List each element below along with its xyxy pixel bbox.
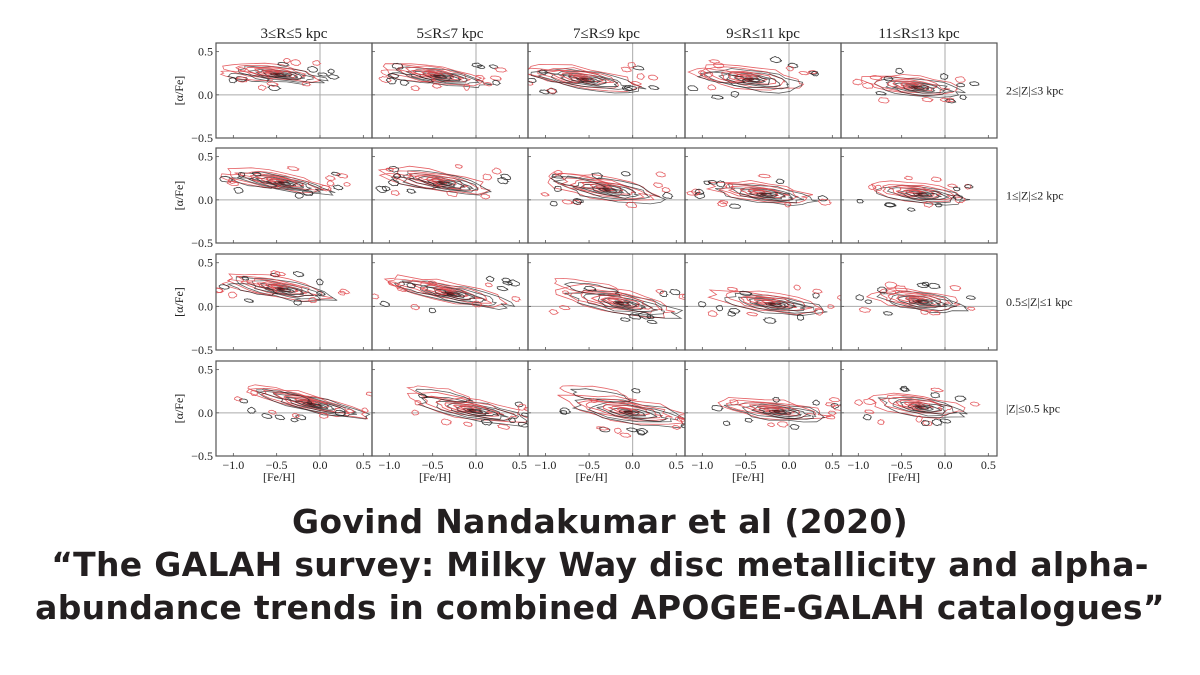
- caption: Govind Nandakumar et al (2020) “The GALA…: [0, 500, 1200, 629]
- y-tick-label: 0.5: [198, 256, 213, 270]
- panel: [527, 253, 686, 351]
- y-tick-label: −0.5: [191, 131, 213, 145]
- x-tick-label: 0.5: [981, 458, 996, 472]
- panel: [684, 253, 842, 351]
- panel: 0.5 0.0 −0.5 [α/Fe]: [172, 253, 373, 357]
- y-tick-label: 0.0: [198, 406, 213, 420]
- panel-frame: [371, 42, 529, 139]
- y-tick-label: −0.5: [191, 343, 213, 357]
- x-axis-label: [Fe/H]: [732, 470, 764, 484]
- row-labels: 2≤|Z|≤3 kpc 1≤|Z|≤2 kpc 0.5≤|Z|≤1 kpc |Z|≤0…: [1006, 84, 1073, 416]
- x-axis-label: [Fe/H]: [263, 470, 295, 484]
- x-tick-label: −1.0: [222, 458, 244, 472]
- panels: 0.5 0.0 −0.5 [α/Fe] 0.5 0.0 −0.5 [α/Fe] 0.5 0.0 −0…: [172, 42, 998, 484]
- x-tick-label: 0.5: [356, 458, 371, 472]
- panel: [840, 147, 998, 244]
- x-tick-label: 0.5: [512, 458, 527, 472]
- x-axis-label: [Fe/H]: [888, 470, 920, 484]
- panel: 0.5 0.0 −0.5 [α/Fe] −1.0 −0.5 0.0 0.5 [Fe/H]: [172, 360, 373, 484]
- y-axis-label: [α/Fe]: [172, 287, 186, 317]
- x-tick-label: 0.0: [938, 458, 953, 472]
- panel: [371, 147, 529, 244]
- panel: [527, 147, 686, 244]
- row-label: 1≤|Z|≤2 kpc: [1006, 189, 1064, 203]
- x-tick-label: −0.5: [266, 458, 288, 472]
- x-axis-label: [Fe/H]: [576, 470, 608, 484]
- column-label: 11≤R≤13 kpc: [878, 26, 960, 42]
- panel-frame: [215, 147, 373, 244]
- x-tick-label: 0.0: [625, 458, 640, 472]
- x-tick-label: −1.0: [847, 458, 869, 472]
- panel-frame: [840, 253, 998, 351]
- caption-authors: Govind Nandakumar et al (2020): [291, 502, 909, 541]
- panel: [527, 42, 686, 139]
- panel: [840, 253, 998, 351]
- x-tick-label: −0.5: [578, 458, 600, 472]
- x-axis-label: [Fe/H]: [419, 470, 451, 484]
- x-tick-label: 0.5: [825, 458, 840, 472]
- panel-frame: [684, 42, 842, 139]
- panel: [371, 42, 529, 139]
- y-axis-label: [α/Fe]: [172, 76, 186, 106]
- y-tick-label: 0.5: [198, 45, 213, 59]
- y-tick-label: −0.5: [191, 449, 213, 463]
- panel-frame: [215, 42, 373, 139]
- y-axis-label: [α/Fe]: [172, 181, 186, 211]
- panel: [684, 147, 842, 244]
- y-tick-label: −0.5: [191, 236, 213, 250]
- contour-figure-grid: 3≤R≤5 kpc 5≤R≤7 kpc 7≤R≤9 kpc 9≤R≤11 kpc 11≤…: [172, 26, 1073, 484]
- y-tick-label: 0.5: [198, 150, 213, 164]
- x-tick-label: −1.0: [691, 458, 713, 472]
- panel-frame: [840, 147, 998, 244]
- panel-frame: [527, 147, 686, 244]
- y-tick-label: 0.0: [198, 299, 213, 313]
- x-tick-label: 0.0: [469, 458, 484, 472]
- x-tick-label: 0.0: [313, 458, 328, 472]
- panel: −1.0 −0.5 0.0 0.5 [Fe/H]: [371, 360, 529, 484]
- column-label: 3≤R≤5 kpc: [261, 26, 328, 42]
- panel: [840, 42, 998, 139]
- row-label: 2≤|Z|≤3 kpc: [1006, 84, 1064, 98]
- x-tick-label: −1.0: [535, 458, 557, 472]
- x-tick-label: 0.5: [669, 458, 684, 472]
- y-axis-label: [α/Fe]: [172, 394, 186, 424]
- panel: −1.0 −0.5 0.0 0.5 [Fe/H]: [840, 360, 998, 484]
- x-tick-label: −0.5: [891, 458, 913, 472]
- caption-title-line2: abundance trends in combined APOGEE-GALA…: [35, 588, 1165, 627]
- y-tick-label: 0.0: [198, 88, 213, 102]
- panel: −1.0 −0.5 0.0 0.5 [Fe/H]: [527, 360, 686, 484]
- panel-frame: [527, 360, 686, 457]
- y-tick-label: 0.0: [198, 193, 213, 207]
- panel: [371, 253, 529, 351]
- x-tick-label: −0.5: [735, 458, 757, 472]
- column-label: 5≤R≤7 kpc: [417, 26, 484, 42]
- panel: 0.5 0.0 −0.5 [α/Fe]: [172, 147, 373, 250]
- y-tick-label: 0.5: [198, 363, 213, 377]
- column-labels: 3≤R≤5 kpc 5≤R≤7 kpc 7≤R≤9 kpc 9≤R≤11 kpc 11≤…: [261, 26, 960, 42]
- panel-frame: [840, 42, 998, 139]
- x-tick-label: −1.0: [378, 458, 400, 472]
- panel: −1.0 −0.5 0.0 0.5 [Fe/H]: [684, 360, 842, 484]
- x-tick-label: 0.0: [782, 458, 797, 472]
- column-label: 9≤R≤11 kpc: [726, 26, 800, 42]
- panel: 0.5 0.0 −0.5 [α/Fe]: [172, 42, 373, 145]
- panel: [684, 42, 842, 139]
- x-tick-label: −0.5: [422, 458, 444, 472]
- panel-frame: [840, 360, 998, 457]
- panel-frame: [371, 360, 529, 457]
- row-label: |Z|≤0.5 kpc: [1006, 402, 1060, 416]
- row-label: 0.5≤|Z|≤1 kpc: [1006, 295, 1073, 309]
- column-label: 7≤R≤9 kpc: [573, 26, 640, 42]
- caption-title-line1: “The GALAH survey: Milky Way disc metall…: [51, 545, 1149, 584]
